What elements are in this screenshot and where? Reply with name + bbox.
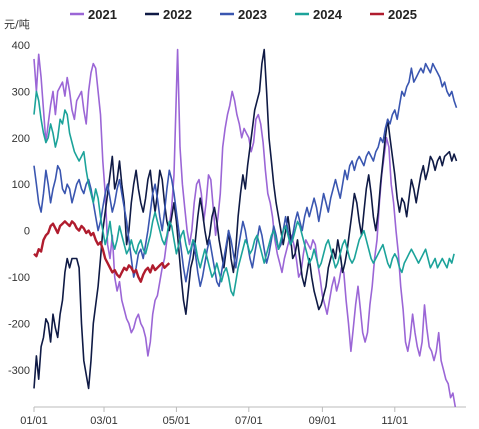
y-tick-label: 100 bbox=[12, 179, 30, 191]
x-tick-label: 01/01 bbox=[20, 415, 48, 427]
series-lines bbox=[33, 48, 458, 408]
x-tick-label: 09/01 bbox=[309, 415, 337, 427]
legend-item-label: 2022 bbox=[163, 7, 192, 22]
series-line-2025 bbox=[33, 220, 171, 283]
y-tick-label: -300 bbox=[8, 365, 30, 377]
x-tick-label: 11/01 bbox=[381, 415, 408, 427]
y-tick-label: 200 bbox=[12, 133, 30, 145]
y-axis-unit-label: 元/吨 bbox=[4, 18, 30, 31]
axes: 元/吨 400 300 200 100 0 -100 -200 -300 01/01 03/01 05… bbox=[4, 18, 466, 427]
legend-item-label: 2025 bbox=[388, 7, 417, 22]
legend-item-label: 2021 bbox=[88, 7, 117, 22]
legend-item-label: 2024 bbox=[313, 7, 343, 22]
y-tick-label: 400 bbox=[12, 40, 30, 52]
x-tick-label: 05/01 bbox=[163, 415, 191, 427]
x-tick-label: 03/01 bbox=[90, 415, 118, 427]
series-line-2024 bbox=[33, 90, 455, 297]
series-line-2023 bbox=[33, 62, 458, 288]
series-line-2022 bbox=[33, 48, 458, 390]
x-tick-label: 07/01 bbox=[235, 415, 263, 427]
series-line-2021 bbox=[33, 48, 457, 408]
y-tick-label: 300 bbox=[12, 86, 30, 98]
y-tick-label: 0 bbox=[24, 226, 30, 238]
legend: 2021 2022 2023 2024 2025 bbox=[70, 7, 417, 22]
y-tick-label: -100 bbox=[8, 272, 30, 284]
legend-item-label: 2023 bbox=[238, 7, 267, 22]
y-tick-label: -200 bbox=[8, 318, 30, 330]
